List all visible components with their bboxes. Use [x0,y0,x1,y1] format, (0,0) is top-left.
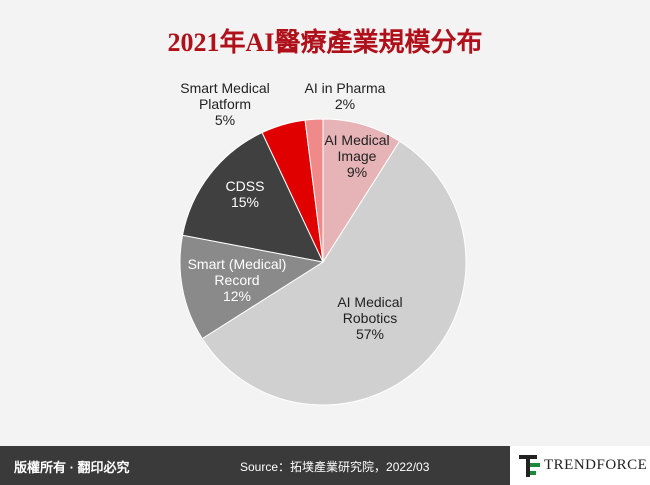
label-name: Smart Medical Platform [180,80,270,112]
label-name: AI Medical Robotics [337,294,403,326]
label-name: AI Medical Image [324,132,390,164]
data-label: Smart (Medical) Record 12% [172,256,302,304]
label-value: 9% [346,164,368,180]
logo-text: TRENDFORCE [544,457,648,473]
logo: TRENDFORCE [510,446,650,485]
label-value: 57% [355,326,385,342]
pie-slice [179,234,325,340]
pie-slice [322,118,401,264]
pie-slice [304,118,324,263]
label-name: CDSS [225,178,265,194]
label-value: 5% [214,112,236,128]
label-name: AI in Pharma [304,80,386,96]
pie-slice [201,140,467,406]
logo-icon [519,455,540,477]
label-value: 2% [334,96,356,112]
copyright: 版權所有 · 翻印必究 [14,460,130,475]
data-label: AI in Pharma 2% [290,80,400,112]
label-value: 15% [230,194,260,210]
chart-title: 2021年AI醫療產業規模分布 [167,28,483,57]
label-value: 12% [222,288,252,304]
footer: 版權所有 · 翻印必究 Source：拓墣產業研究院，2022/03 TREND… [0,446,650,485]
source: Source：拓墣產業研究院，2022/03 [240,460,430,474]
data-label: AI Medical Image 9% [322,132,392,180]
pie-slice [181,131,324,263]
data-label: CDSS 15% [205,178,285,210]
data-label: AI Medical Robotics 57% [310,294,430,342]
data-label: Smart Medical Platform 5% [165,80,285,128]
label-name: Smart (Medical) Record [187,256,287,288]
